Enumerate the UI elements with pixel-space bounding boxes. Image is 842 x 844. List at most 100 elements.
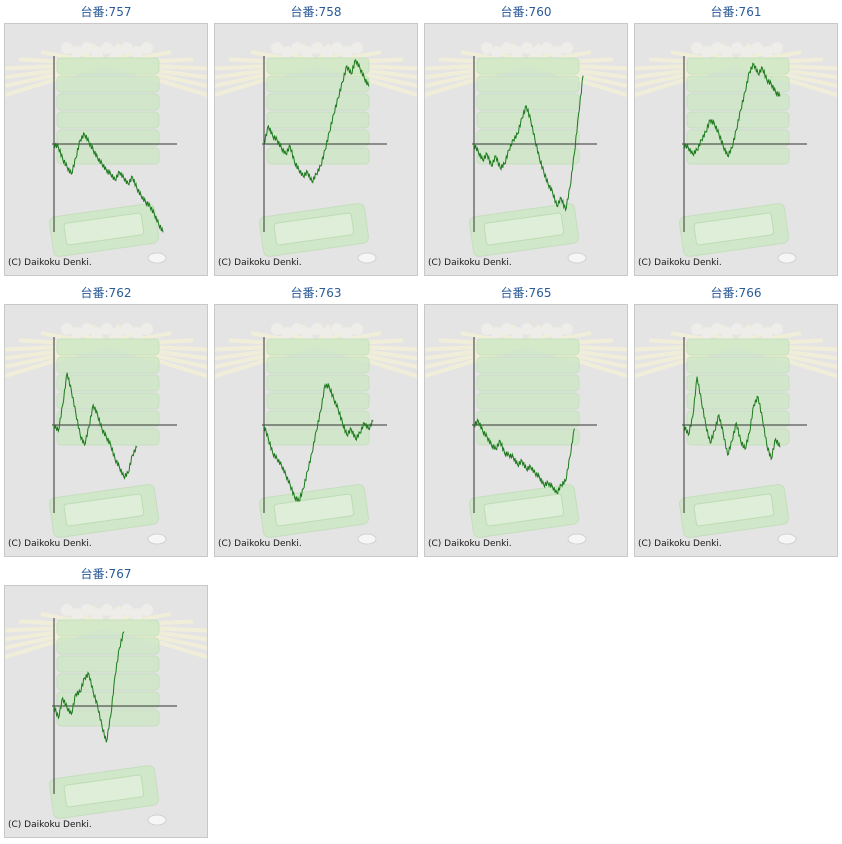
- chart-title[interactable]: 台番:763: [290, 286, 342, 300]
- data-point: [57, 717, 59, 719]
- data-point: [770, 83, 772, 85]
- line-chart: [425, 42, 627, 264]
- data-point: [683, 424, 685, 426]
- data-point: [363, 422, 365, 424]
- data-point: [560, 484, 562, 486]
- data-point: [92, 149, 94, 151]
- data-point: [114, 179, 116, 181]
- line-chart: [635, 42, 837, 264]
- data-point: [110, 444, 112, 446]
- data-point: [552, 191, 553, 193]
- data-point: [70, 390, 72, 392]
- data-point: [508, 454, 510, 456]
- data-point: [543, 171, 545, 173]
- data-point: [748, 71, 750, 73]
- data-point: [556, 492, 558, 494]
- data-point: [136, 446, 138, 448]
- chart-panel: (C) Daikoku Denki.: [634, 23, 838, 276]
- chart-title[interactable]: 台番:757: [80, 5, 132, 19]
- data-point: [762, 67, 763, 69]
- series-line: [473, 418, 575, 495]
- chart-cell: 台番:758 (C) Daikoku Denki.: [214, 0, 418, 276]
- chart-panel: (C) Daikoku Denki.: [634, 304, 838, 557]
- data-point: [556, 205, 558, 207]
- data-point: [534, 472, 536, 474]
- data-point: [490, 444, 492, 446]
- data-point: [280, 464, 282, 466]
- background-artwork: [425, 42, 627, 264]
- data-point: [473, 143, 475, 145]
- chart-cell: 台番:762 (C) Daikoku Denki.: [4, 281, 208, 557]
- chart-title[interactable]: 台番:761: [710, 5, 762, 19]
- chart-title[interactable]: 台番:758: [290, 5, 342, 19]
- chart-title[interactable]: 台番:765: [500, 286, 552, 300]
- data-point: [84, 444, 85, 446]
- data-point: [346, 434, 348, 436]
- chart-panel: (C) Daikoku Denki.: [424, 304, 628, 557]
- chart-cell: 台番:760 (C) Daikoku Denki.: [424, 0, 628, 276]
- chart-panel: (C) Daikoku Denki.: [4, 304, 208, 557]
- data-point: [547, 482, 549, 484]
- chart-title[interactable]: 台番:766: [710, 286, 762, 300]
- data-point: [499, 167, 501, 169]
- data-point: [328, 386, 330, 388]
- data-point: [285, 153, 287, 155]
- data-point: [294, 496, 295, 498]
- chart-cell: 台番:761 (C) Daikoku Denki.: [634, 0, 838, 276]
- data-point: [740, 109, 742, 111]
- data-point: [105, 436, 107, 438]
- data-point: [504, 452, 505, 454]
- chart-title[interactable]: 台番:762: [80, 286, 132, 300]
- background-artwork: [5, 323, 207, 545]
- data-point: [696, 376, 698, 378]
- data-point: [276, 139, 278, 141]
- data-point: [66, 372, 68, 374]
- data-point: [718, 414, 720, 416]
- chart-title[interactable]: 台番:760: [500, 5, 552, 19]
- data-point: [302, 488, 304, 490]
- copyright-text: (C) Daikoku Denki.: [218, 539, 302, 549]
- data-point: [368, 85, 370, 87]
- line-chart: [215, 323, 417, 545]
- data-point: [324, 384, 326, 386]
- data-point: [727, 454, 729, 456]
- data-point: [315, 173, 317, 175]
- data-point: [504, 163, 505, 165]
- data-point: [363, 77, 365, 79]
- data-point: [700, 139, 702, 141]
- data-point: [153, 213, 155, 215]
- data-point: [355, 438, 357, 440]
- data-point: [75, 157, 77, 159]
- copyright-text: (C) Daikoku Denki.: [8, 539, 92, 549]
- data-point: [700, 400, 702, 402]
- data-point: [735, 422, 737, 424]
- data-point: [315, 430, 317, 432]
- data-point: [569, 187, 571, 189]
- data-point: [744, 448, 746, 450]
- chart-panel: (C) Daikoku Denki.: [4, 585, 208, 838]
- data-point: [62, 697, 64, 699]
- data-point: [110, 715, 112, 717]
- data-point: [88, 426, 90, 428]
- data-point: [762, 418, 763, 420]
- copyright-text: (C) Daikoku Denki.: [8, 258, 92, 268]
- data-point: [272, 135, 274, 137]
- data-point: [294, 161, 295, 163]
- data-point: [272, 452, 274, 454]
- data-point: [140, 195, 142, 197]
- data-point: [569, 456, 571, 458]
- data-point: [53, 424, 55, 426]
- data-point: [342, 81, 343, 83]
- data-point: [298, 169, 300, 171]
- data-point: [285, 474, 287, 476]
- data-point: [280, 147, 282, 149]
- data-point: [149, 205, 151, 207]
- data-point: [538, 157, 540, 159]
- chart-cell: 台番:767 (C) Daikoku Denki.: [4, 562, 208, 838]
- chart-title[interactable]: 台番:767: [80, 567, 132, 581]
- series-line: [263, 382, 374, 502]
- data-point: [573, 153, 575, 155]
- data-point: [517, 464, 519, 466]
- data-point: [62, 404, 64, 406]
- line-chart: [425, 323, 627, 545]
